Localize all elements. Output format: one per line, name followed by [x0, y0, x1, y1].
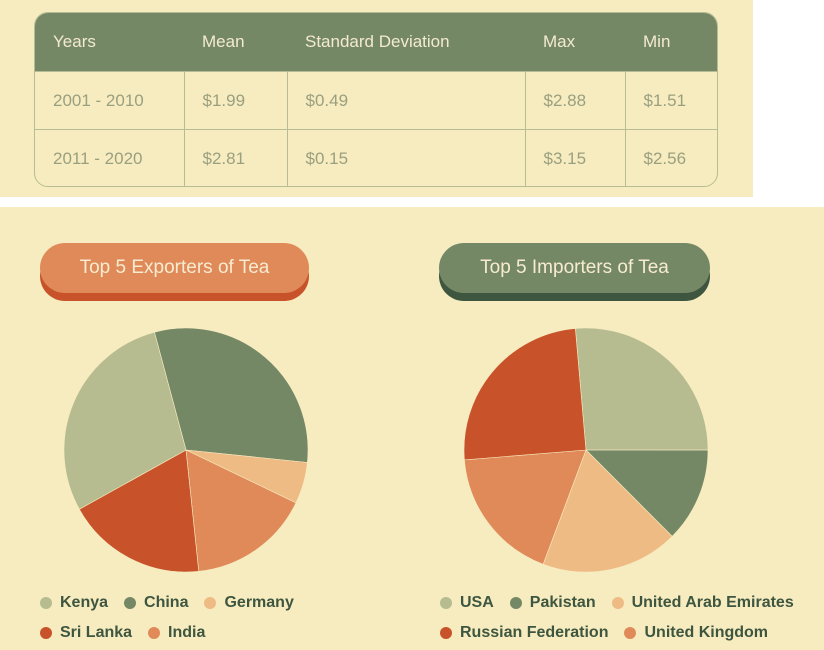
- importers-legend-item: United Kingdom: [624, 624, 768, 642]
- importers-legend-item: USA: [440, 594, 494, 612]
- header-years: Years: [35, 13, 184, 72]
- price-stats-table-wrapper: Years Mean Standard Deviation Max Min 20…: [34, 12, 718, 187]
- exporters-slice-india: [185, 449, 297, 572]
- importers-legend-item: United Arab Emirates: [611, 594, 794, 612]
- stats-panel: Years Mean Standard Deviation Max Min 20…: [0, 0, 753, 197]
- cell-max: $3.15: [524, 129, 625, 186]
- legend-swatch-icon: [40, 597, 52, 609]
- cell-std-dev: $0.49: [286, 71, 525, 130]
- exporters-legend-row: Kenya China Germany: [40, 594, 310, 612]
- importers-slice-united-arab-emirates: [542, 449, 673, 573]
- exporters-legend-item: Kenya: [40, 594, 108, 612]
- legend-label: United Arab Emirates: [631, 594, 794, 611]
- legend-label: Germany: [224, 594, 294, 611]
- legend-swatch-icon: [204, 597, 217, 609]
- header-std-dev: Standard Deviation: [287, 13, 525, 72]
- exporters-slice-china: [154, 327, 309, 463]
- legend-swatch-icon: [440, 627, 452, 639]
- legend-swatch-icon: [40, 627, 52, 639]
- exporters-legend-item: China: [124, 594, 188, 612]
- legend-label: United Kingdom: [644, 624, 769, 641]
- exporters-legend-item: Sri Lanka: [40, 624, 132, 642]
- cell-max: $2.88: [524, 71, 625, 130]
- price-stats-table: Years Mean Standard Deviation Max Min 20…: [35, 13, 717, 186]
- legend-swatch-icon: [611, 597, 624, 609]
- cell-mean: $1.99: [183, 71, 287, 130]
- exporters-title: Top 5 Exporters of Tea: [40, 243, 309, 293]
- header-mean: Mean: [184, 13, 287, 72]
- cell-mean: $2.81: [183, 129, 287, 186]
- legend-swatch-icon: [124, 597, 137, 609]
- importers-legend-item: Pakistan: [509, 594, 596, 612]
- exporters-legend-item: Germany: [204, 594, 294, 612]
- importers-slice-russian-federation: [463, 328, 587, 461]
- importers-legend-row: USA Pakistan United Arab Emirates: [440, 594, 810, 612]
- cell-std-dev: $0.15: [286, 129, 525, 186]
- table-row: 2001 - 2010 $1.99 $0.49 $2.88 $1.51: [35, 71, 717, 130]
- importers-slice-pakistan: [585, 449, 709, 537]
- legend-label: Kenya: [60, 594, 109, 611]
- legend-label: Pakistan: [529, 594, 596, 611]
- importers-pie-chart: [463, 327, 709, 573]
- importers-legend-item: Russian Federation: [440, 624, 608, 642]
- cell-min: $1.51: [624, 71, 717, 130]
- header-min: Min: [625, 13, 717, 72]
- legend-swatch-icon: [509, 597, 522, 609]
- legend-swatch-icon: [440, 597, 452, 609]
- cell-years: 2011 - 2020: [35, 129, 184, 186]
- legend-label: Russian Federation: [460, 624, 609, 641]
- legend-swatch-icon: [148, 627, 161, 639]
- legend-label: China: [144, 594, 189, 611]
- cell-years: 2001 - 2010: [35, 71, 184, 130]
- table-row: 2011 - 2020 $2.81 $0.15 $3.15 $2.56: [35, 129, 717, 186]
- header-max: Max: [525, 13, 625, 72]
- exporters-legend-item: India: [148, 624, 205, 642]
- legend-label: USA: [460, 594, 494, 611]
- exporters-slice-sri-lanka: [78, 449, 200, 573]
- table-header-row: Years Mean Standard Deviation Max Min: [35, 13, 717, 72]
- exporters-legend-row: Sri Lanka India: [40, 624, 221, 642]
- importers-slice-united-kingdom: [464, 449, 587, 565]
- importers-legend-row: Russian Federation United Kingdom: [440, 624, 784, 642]
- cell-min: $2.56: [624, 129, 717, 186]
- exporters-pie-chart: [63, 327, 309, 573]
- legend-swatch-icon: [624, 627, 637, 639]
- legend-label: India: [168, 624, 206, 641]
- importers-slice-usa: [575, 327, 709, 451]
- legend-label: Sri Lanka: [60, 624, 133, 641]
- exporters-slice-kenya: [63, 331, 187, 510]
- importers-title: Top 5 Importers of Tea: [439, 243, 710, 293]
